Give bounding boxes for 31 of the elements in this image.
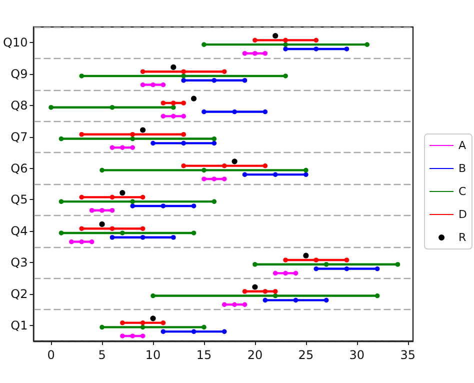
x-tick-label: 0 xyxy=(47,348,55,362)
legend-label: R xyxy=(458,231,467,244)
legend-label: D xyxy=(458,208,468,221)
y-tick-label: Q1 xyxy=(10,318,28,332)
x-tick-label: 10 xyxy=(145,348,161,362)
y-tick-label: Q8 xyxy=(10,98,28,112)
x-tick-label: 20 xyxy=(247,348,263,362)
bar xyxy=(184,164,266,167)
bar xyxy=(82,196,143,198)
x-tick-label: 25 xyxy=(298,348,314,362)
y-tick-label: Q4 xyxy=(10,224,28,238)
bar xyxy=(153,294,378,297)
x-tick-label: 35 xyxy=(400,348,416,362)
x-tick-label: 5 xyxy=(98,348,106,362)
y-tick-label: Q7 xyxy=(10,130,28,144)
y-tick-label: Q5 xyxy=(10,192,28,207)
y-tick-label: Q2 xyxy=(10,286,28,301)
y-tick-label: Q3 xyxy=(10,256,28,270)
legend-label: B xyxy=(458,162,466,175)
legend-label: C xyxy=(458,185,467,198)
x-tick-label: 15 xyxy=(196,348,212,362)
bar xyxy=(265,299,326,302)
legend-label: A xyxy=(458,139,467,152)
y-tick-label: Q10 xyxy=(2,36,28,50)
y-tick-label: Q6 xyxy=(10,161,28,176)
bar xyxy=(316,268,378,270)
x-tick-label: 30 xyxy=(349,348,365,362)
y-tick-label: Q9 xyxy=(10,67,28,82)
bar xyxy=(102,326,204,328)
bar xyxy=(61,138,214,140)
bar xyxy=(102,169,306,172)
